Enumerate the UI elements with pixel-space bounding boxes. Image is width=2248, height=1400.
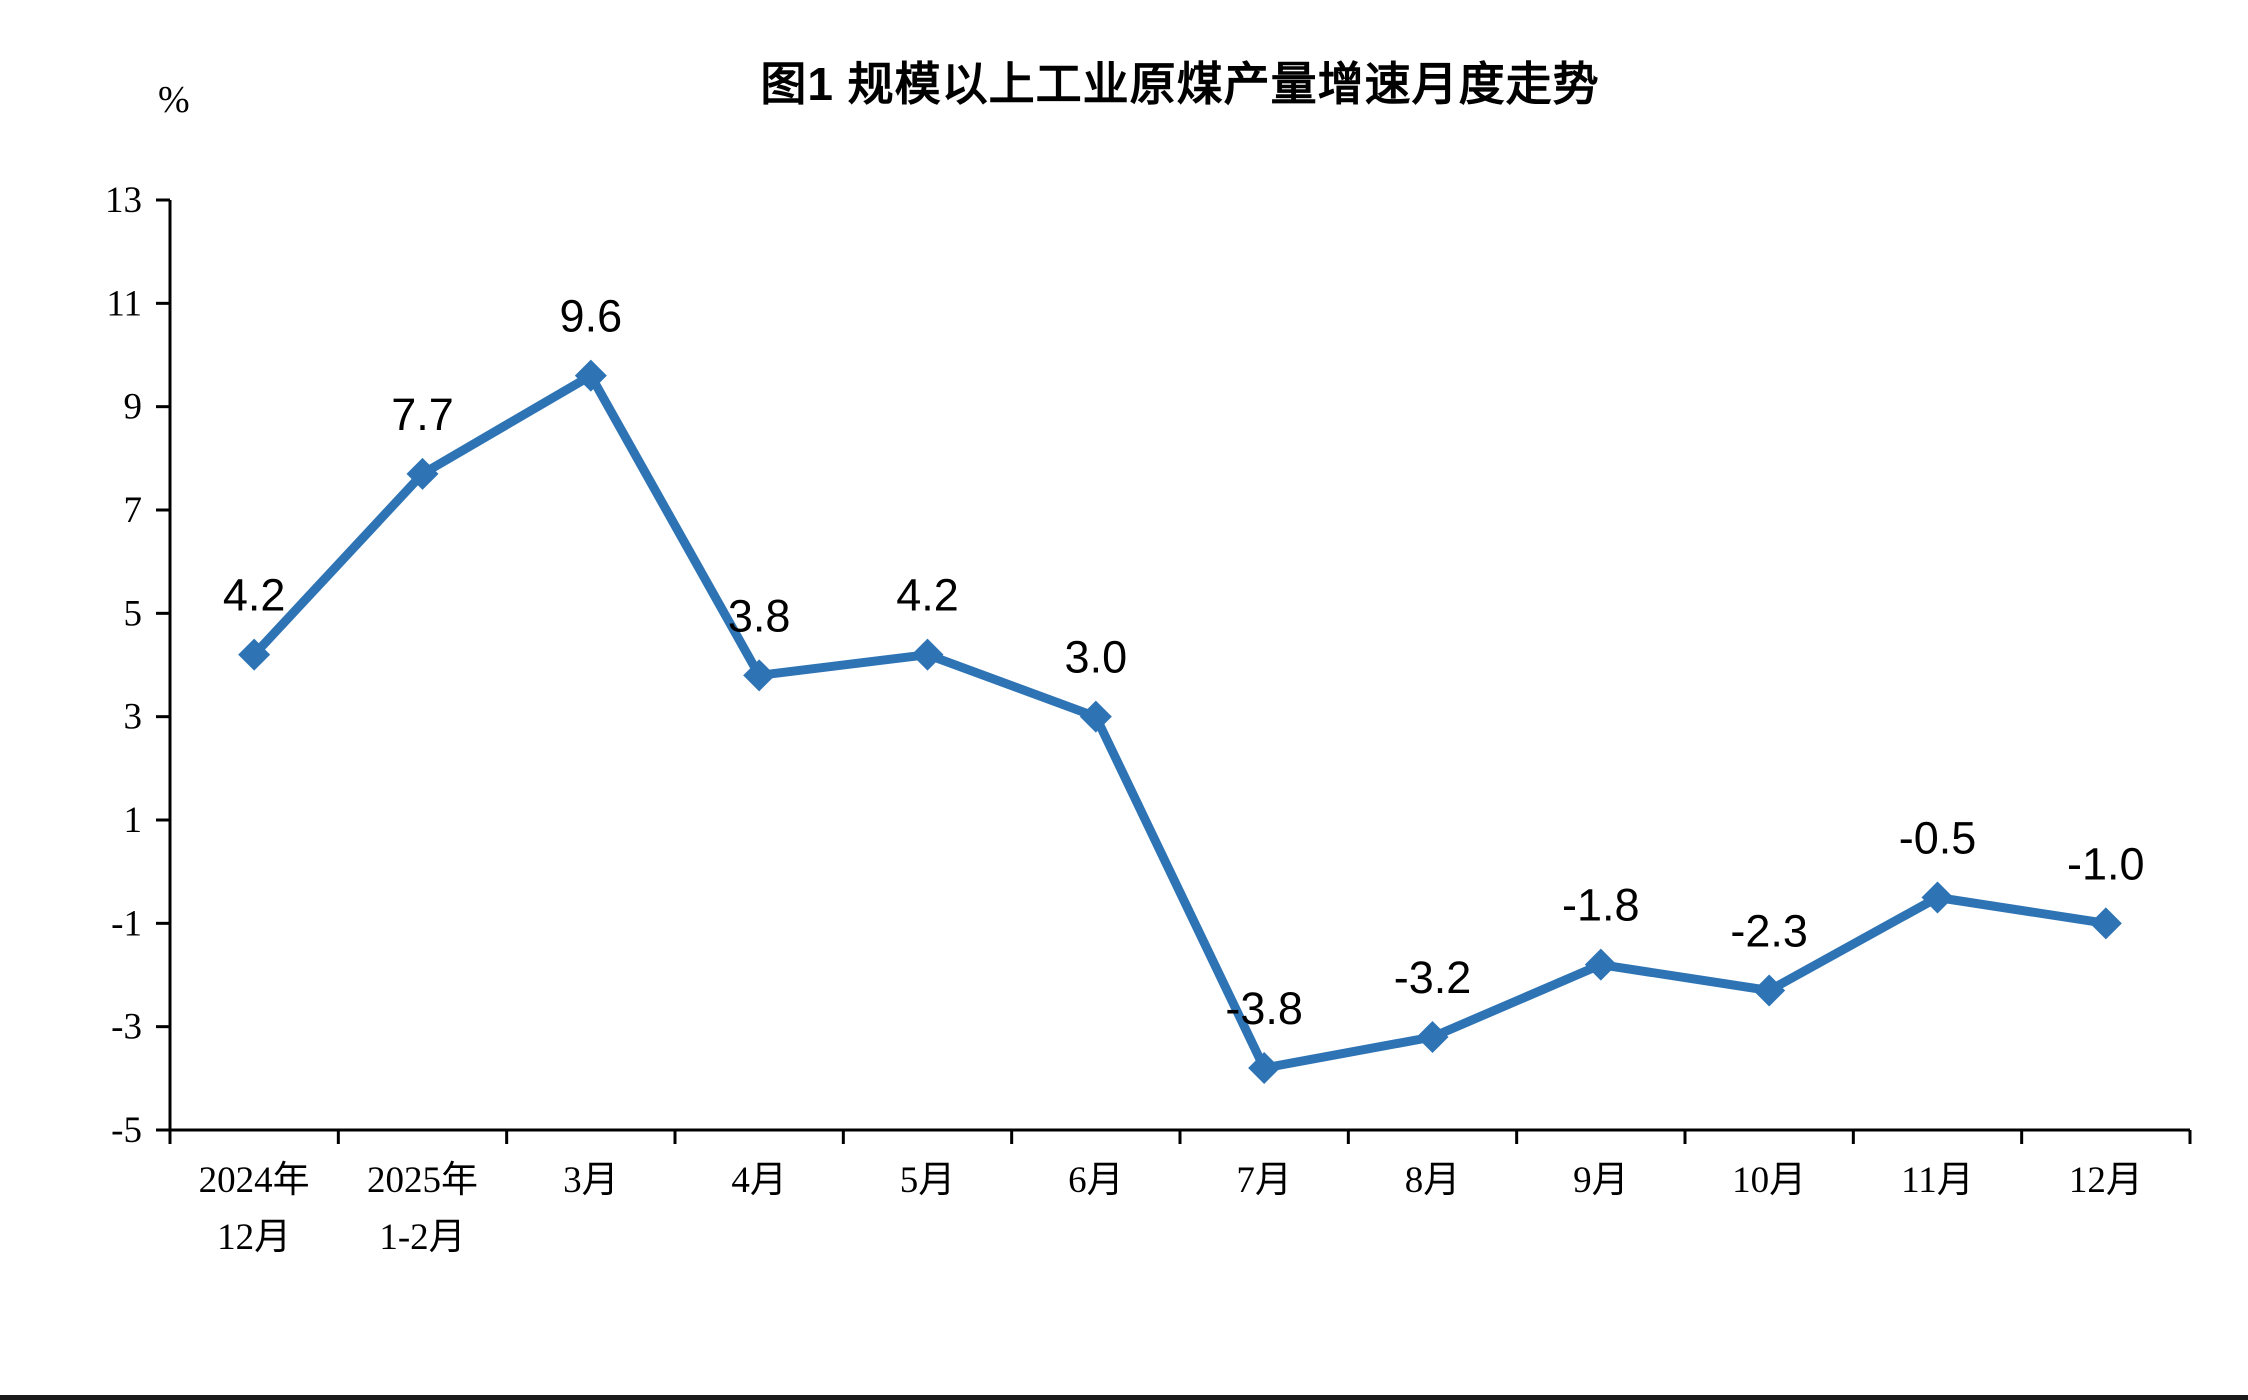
- x-category-label: 12月: [217, 1217, 291, 1258]
- y-tick-label: 3: [124, 697, 143, 738]
- data-point-label: -3.8: [1225, 983, 1303, 1034]
- data-point-label: -0.5: [1899, 813, 1977, 864]
- x-category-label: 7月: [1236, 1160, 1292, 1201]
- x-category-label: 6月: [1068, 1160, 1124, 1201]
- x-category-label: 4月: [731, 1160, 787, 1201]
- data-point-label: 3.8: [728, 590, 791, 641]
- y-tick-label: 1: [124, 800, 143, 841]
- x-category-label: 10月: [1732, 1160, 1806, 1201]
- data-point-marker: [1079, 700, 1112, 733]
- y-tick-label: 11: [106, 283, 142, 324]
- bottom-divider: [0, 1395, 2248, 1400]
- x-category-label: 2024年: [199, 1159, 310, 1201]
- x-category-label: 5月: [900, 1160, 956, 1201]
- data-point-label: -2.3: [1730, 906, 1808, 957]
- x-category-label: 2025年: [367, 1159, 478, 1201]
- y-tick-label: -5: [111, 1110, 142, 1151]
- data-point-label: 4.2: [223, 570, 286, 621]
- data-point-marker: [743, 659, 776, 692]
- data-point-marker: [1416, 1021, 1449, 1053]
- data-point-label: 7.7: [391, 389, 454, 440]
- x-category-label: 9月: [1573, 1160, 1629, 1201]
- data-point-label: 3.0: [1065, 632, 1128, 683]
- data-point-marker: [406, 457, 439, 490]
- data-point-marker: [1584, 948, 1617, 981]
- data-point-label: -1.0: [2067, 838, 2145, 889]
- data-point-marker: [238, 638, 271, 671]
- x-category-label: 11月: [1901, 1160, 1974, 1201]
- data-point-label: -1.8: [1562, 880, 1640, 931]
- y-tick-label: 13: [105, 180, 142, 221]
- data-point-marker: [1921, 881, 1954, 914]
- data-point-label: 4.2: [896, 570, 959, 621]
- x-category-label: 8月: [1405, 1160, 1461, 1201]
- chart-title: 图1 规模以上工业原煤产量增速月度走势: [760, 58, 1600, 110]
- y-axis-unit-label: %: [158, 79, 190, 121]
- data-point-label: 9.6: [560, 291, 623, 342]
- data-point-marker: [574, 359, 607, 392]
- data-point-marker: [2089, 907, 2122, 940]
- x-category-label: 1-2月: [379, 1217, 465, 1258]
- data-point-marker: [1248, 1052, 1281, 1084]
- data-point-marker: [1753, 974, 1786, 1007]
- y-tick-label: 7: [124, 490, 143, 531]
- data-point-marker: [911, 638, 944, 671]
- y-tick-label: -3: [111, 1007, 142, 1048]
- x-category-label: 3月: [563, 1160, 619, 1201]
- x-category-label: 12月: [2069, 1160, 2143, 1201]
- y-tick-label: 9: [124, 387, 143, 428]
- data-point-label: -3.2: [1394, 952, 1472, 1003]
- series-line: [249, 371, 2111, 1073]
- y-tick-label: -1: [111, 903, 142, 944]
- y-tick-label: 5: [124, 593, 143, 634]
